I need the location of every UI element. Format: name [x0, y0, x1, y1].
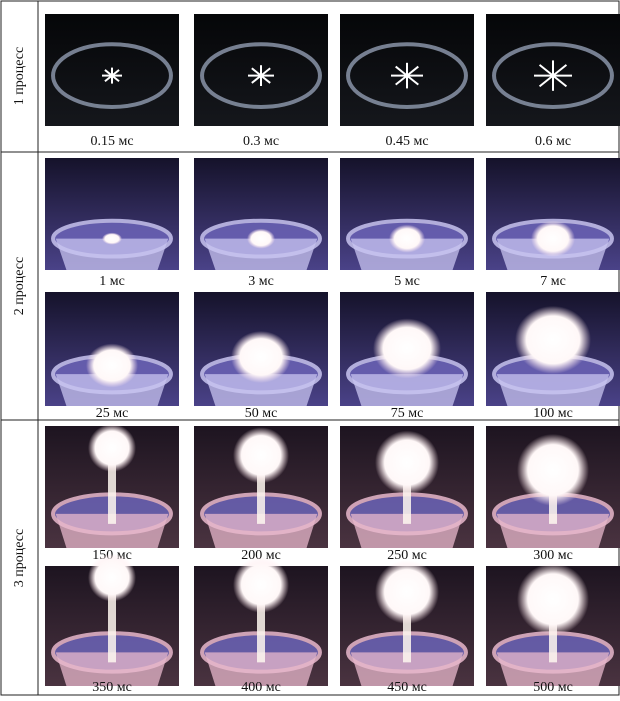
- content: 1 процесс 0.15 мс 0.3 мс 0.45 мс 0.6 мс 2 про…: [12, 14, 620, 695]
- photo: [486, 158, 620, 270]
- bucket-body: [350, 513, 464, 548]
- photo: [340, 158, 474, 270]
- photo: [194, 292, 328, 406]
- caption: 0.3 мс: [243, 134, 279, 149]
- plasma-ball: [375, 430, 439, 495]
- bucket-body: [204, 652, 318, 686]
- discharge: [251, 74, 262, 84]
- photo: [45, 14, 179, 126]
- plasma-ball: [233, 556, 289, 613]
- bucket-body: [496, 374, 610, 406]
- caption: 0.45 мс: [385, 134, 428, 149]
- bucket-rim: [200, 42, 322, 109]
- photo: [194, 14, 328, 126]
- caption: 450 мс: [387, 680, 427, 695]
- photo: [45, 423, 179, 548]
- plasma-ball: [517, 563, 589, 636]
- discharge: [111, 74, 120, 83]
- discharge: [395, 65, 408, 77]
- photo: [340, 426, 474, 548]
- plasma-ball: [88, 553, 136, 602]
- bucket-body: [55, 374, 169, 406]
- bucket-body: [55, 238, 169, 270]
- caption: 100 мс: [533, 406, 573, 421]
- bucket-body: [204, 238, 318, 270]
- plasma-ball: [88, 423, 136, 472]
- plasma: [515, 305, 591, 374]
- photo: [194, 556, 328, 686]
- photo: [340, 14, 474, 126]
- discharge: [395, 74, 408, 86]
- discharge: [260, 67, 271, 77]
- bucket-rim: [51, 42, 173, 109]
- photo: [486, 563, 620, 686]
- row-label: 2 процесс: [12, 257, 27, 315]
- photo: [194, 158, 328, 270]
- photo: [45, 158, 179, 270]
- caption: 5 мс: [394, 274, 420, 289]
- caption: 75 мс: [391, 406, 424, 421]
- bucket-body: [350, 652, 464, 686]
- discharge: [538, 64, 554, 77]
- photo: [194, 426, 328, 548]
- bucket-body: [55, 513, 169, 548]
- plasma-ball: [375, 560, 439, 624]
- discharge: [406, 74, 419, 86]
- bucket-body: [496, 652, 610, 686]
- plasma-ball: [233, 427, 289, 484]
- bucket-body: [350, 374, 464, 406]
- plasma: [231, 330, 291, 383]
- row-label: 1 процесс: [12, 47, 27, 105]
- row-label: 3 процесс: [12, 529, 27, 587]
- caption: 350 мс: [92, 680, 132, 695]
- photo: [486, 14, 620, 126]
- discharge: [406, 65, 419, 77]
- plasma: [531, 220, 575, 257]
- plasma: [373, 318, 441, 379]
- caption: 0.15 мс: [90, 134, 133, 149]
- photo: [45, 292, 179, 406]
- caption: 50 мс: [245, 406, 278, 421]
- bucket-rim: [346, 42, 468, 109]
- plasma: [247, 228, 275, 249]
- caption: 7 мс: [540, 274, 566, 289]
- caption: 25 мс: [96, 406, 129, 421]
- discharge: [538, 74, 554, 88]
- plasma-ball: [517, 433, 589, 506]
- photo: [45, 553, 179, 686]
- discharge: [552, 64, 568, 77]
- discharge: [251, 67, 262, 77]
- caption: 1 мс: [99, 274, 125, 289]
- discharge: [111, 69, 120, 77]
- photo: [340, 560, 474, 686]
- bucket-body: [204, 513, 318, 548]
- discharge: [552, 74, 568, 88]
- caption: 0.6 мс: [535, 134, 571, 149]
- bucket-body: [204, 374, 318, 406]
- caption: 250 мс: [387, 548, 427, 563]
- plasma: [86, 343, 138, 388]
- plasma: [102, 232, 122, 245]
- caption: 300 мс: [533, 548, 573, 563]
- caption: 3 мс: [248, 274, 274, 289]
- caption: 500 мс: [533, 680, 573, 695]
- plasma: [389, 224, 425, 253]
- bucket-body: [496, 513, 610, 548]
- photo: [486, 292, 620, 406]
- discharge: [104, 69, 113, 77]
- discharge: [260, 74, 271, 84]
- photo: [486, 426, 620, 548]
- bucket-body: [350, 238, 464, 270]
- bucket-rim: [492, 42, 614, 109]
- caption: 400 мс: [241, 680, 281, 695]
- photo: [340, 292, 474, 406]
- bucket-body: [55, 652, 169, 686]
